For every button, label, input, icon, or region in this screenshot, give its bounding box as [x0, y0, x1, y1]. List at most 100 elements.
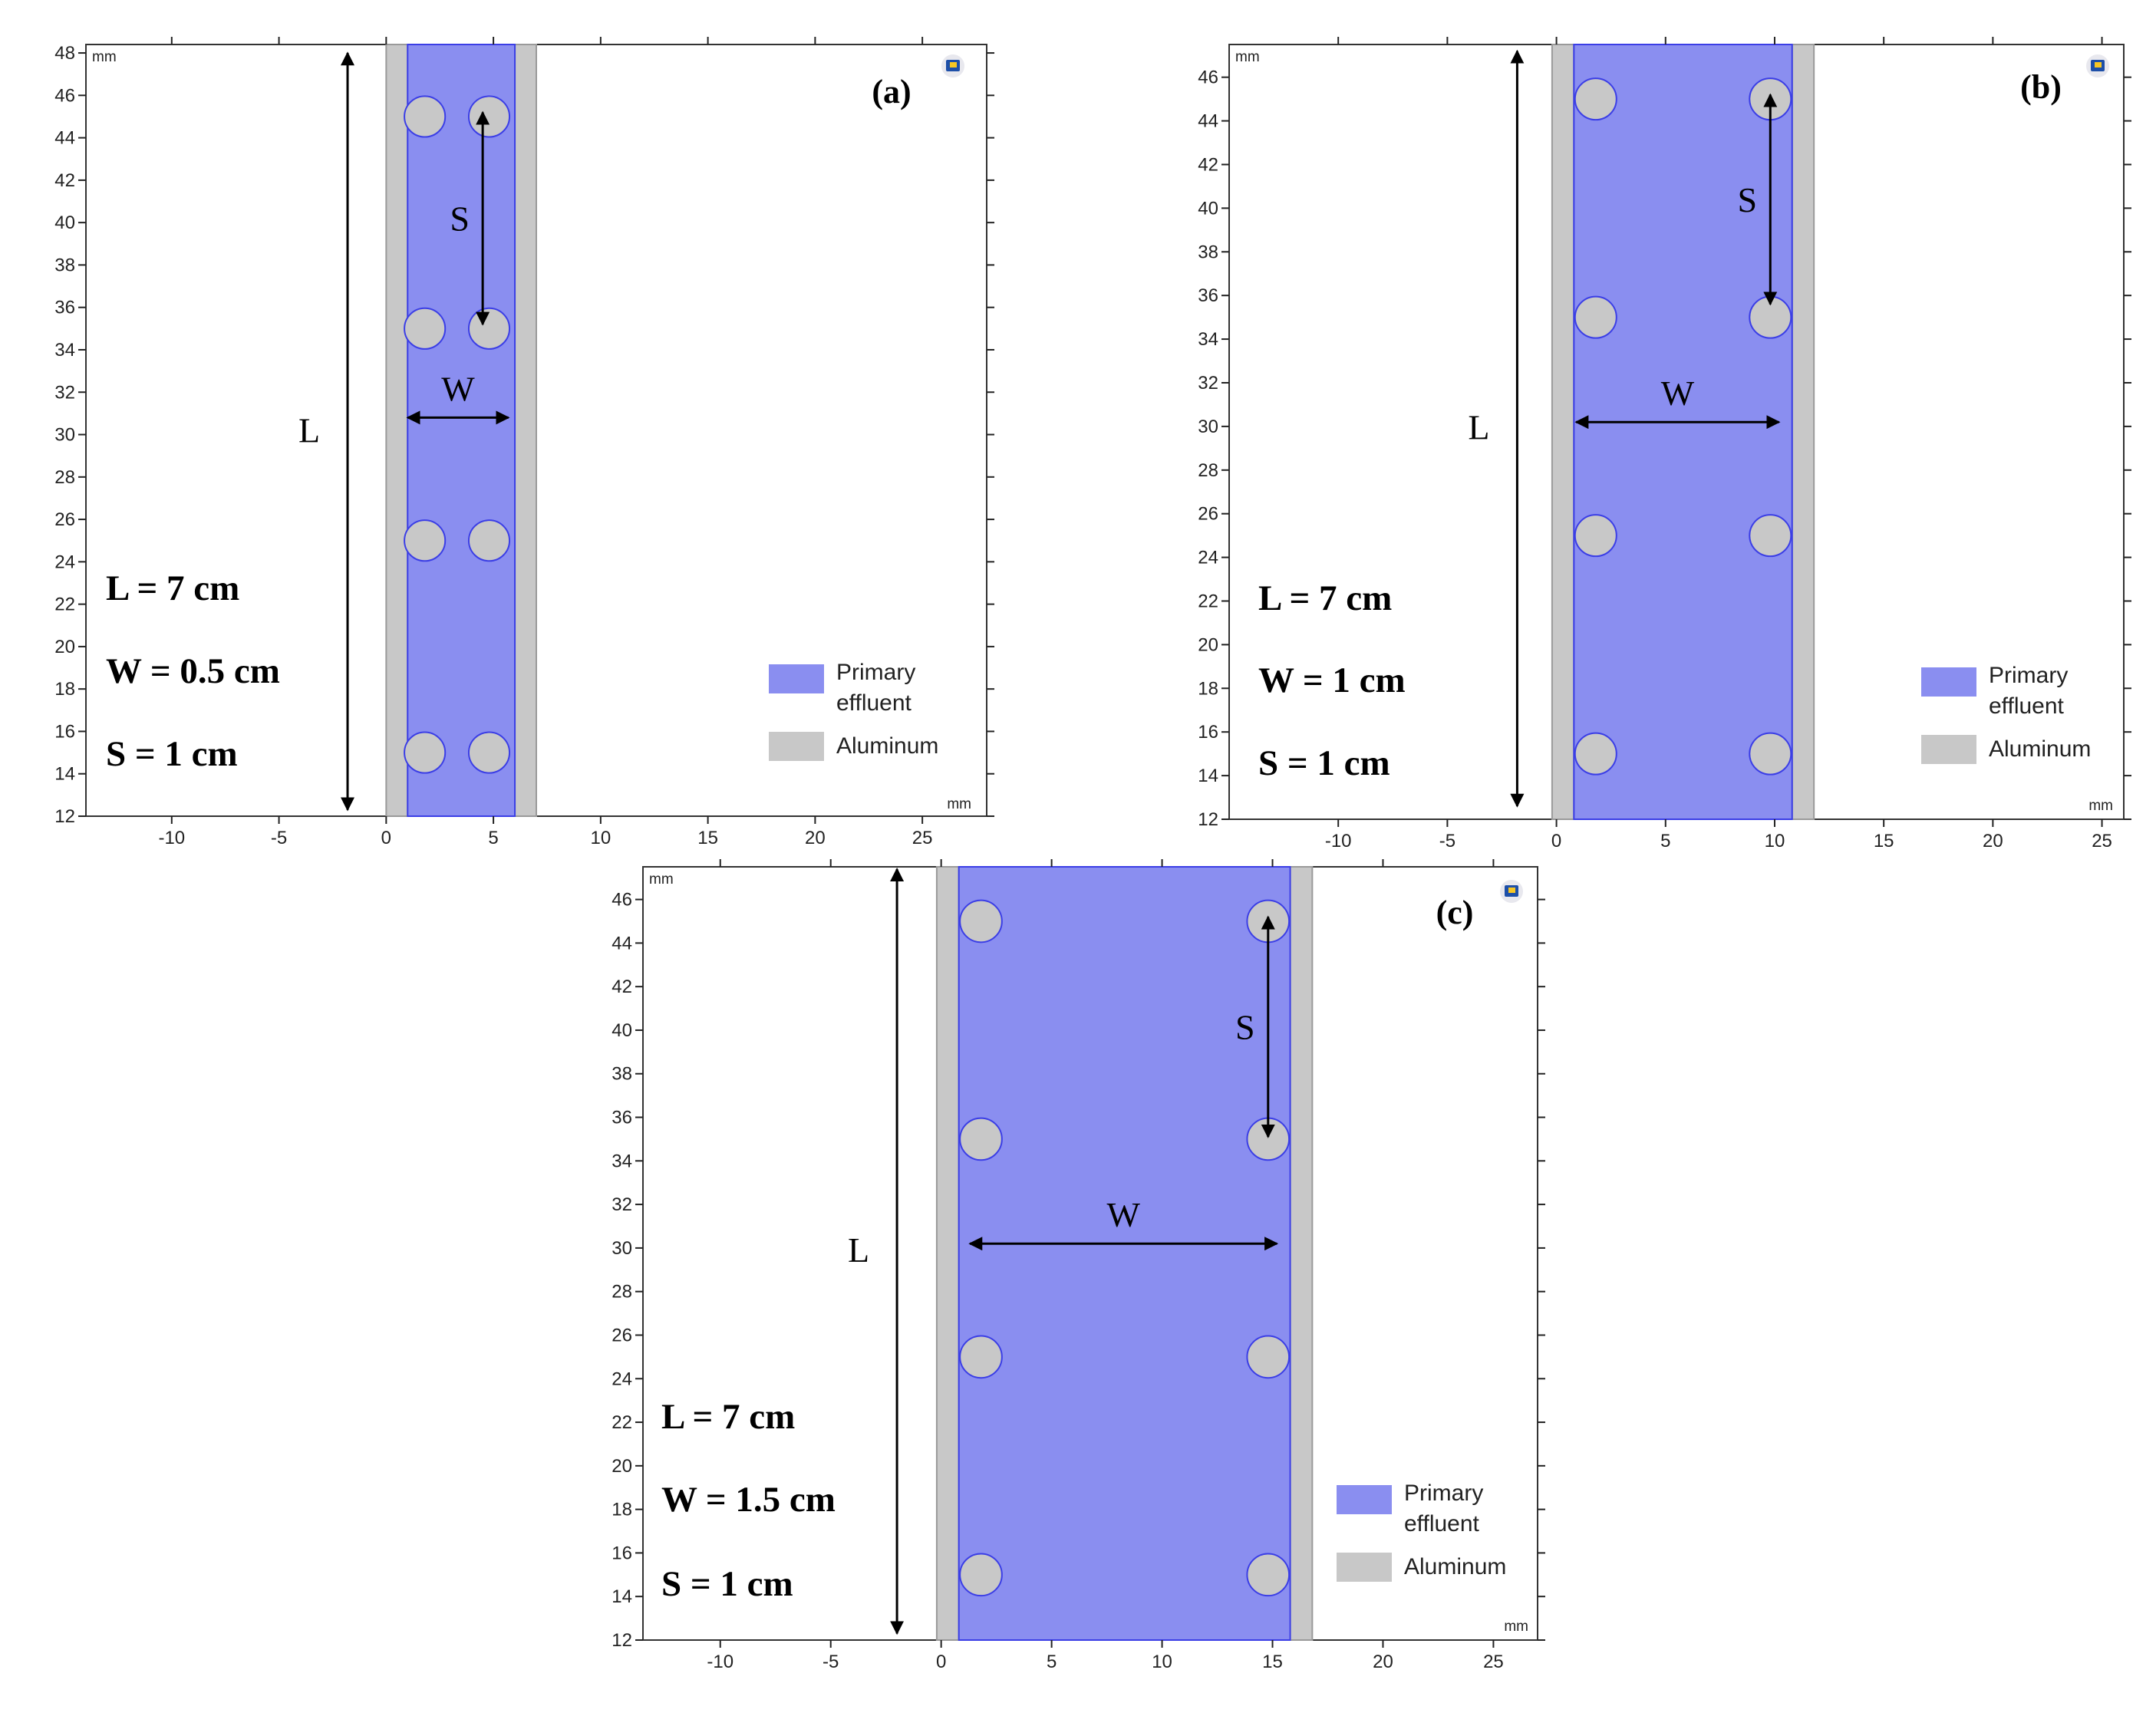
y-tick-label: 46 [54, 85, 75, 106]
geometry [1551, 44, 1815, 820]
y-tick-label: 38 [54, 255, 75, 275]
electrode [1246, 1553, 1291, 1597]
electrode [1574, 77, 1617, 121]
y-tick-label: 18 [54, 679, 75, 700]
x-tick-label: 5 [1660, 831, 1670, 851]
x-tick-label: 15 [1262, 1652, 1283, 1672]
y-tick-label: 14 [612, 1586, 632, 1607]
y-tick-label: 46 [612, 890, 632, 911]
legend-effluent-line2: effluent [836, 690, 912, 716]
y-axis: 12 14 16 18 20 22 24 26 28 30 32 34 36 38 40 42 44 46 [612, 890, 1545, 1651]
y-tick-label: 46 [1198, 68, 1218, 88]
unit-label-bottom: mm [2088, 798, 2113, 814]
y-tick-label: 44 [54, 128, 75, 149]
x-tick-label: 25 [2092, 831, 2112, 851]
panel-b: -10 -5 0 5 10 15 20 25 12 14 16 18 20 22 24 26 28 30 32 34… [1198, 37, 2131, 851]
y-tick-label: 42 [54, 170, 75, 191]
y-tick-label: 14 [1198, 766, 1218, 786]
x-axis: -10 -5 0 5 10 15 20 25 [158, 37, 932, 848]
spacing-label: S [450, 199, 470, 239]
legend-effluent-line1: Primary [1989, 663, 2068, 688]
left-wall [1551, 44, 1575, 820]
electrode-group [959, 899, 1291, 1597]
x-tick-label: -10 [158, 828, 185, 848]
geometry [385, 44, 537, 817]
unit-label-bottom: mm [1504, 1619, 1528, 1635]
y-tick-label: 26 [612, 1325, 632, 1345]
y-tick-label: 40 [612, 1020, 632, 1041]
y-tick-label: 44 [612, 933, 632, 954]
left-wall [385, 44, 409, 817]
x-tick-label: 0 [936, 1652, 946, 1672]
y-tick-label: 42 [1198, 154, 1218, 175]
y-axis: 12 14 16 18 20 22 24 26 28 30 32 34 36 38 40 42 44 46 48 [54, 43, 994, 827]
y-tick-label: 36 [1198, 285, 1218, 306]
x-tick-label: 5 [1047, 1652, 1057, 1672]
x-tick-label: 20 [1373, 1652, 1393, 1672]
y-tick-label: 22 [612, 1412, 632, 1433]
y-tick-label: 22 [54, 595, 75, 615]
x-tick-label: -5 [1439, 831, 1455, 851]
y-tick-label: 30 [612, 1238, 632, 1259]
dimension-arrows: L W S [1468, 49, 1781, 808]
electrode [467, 731, 511, 774]
legend-swatch-aluminum [1921, 735, 1976, 764]
dimension-arrows: L W S [848, 868, 1279, 1635]
length-label: L [1468, 408, 1489, 447]
left-wall [935, 866, 960, 1641]
legend-aluminum: Aluminum [1989, 736, 2091, 762]
legend-effluent-line2: effluent [1404, 1511, 1480, 1536]
y-tick-label: 20 [1198, 634, 1218, 655]
y-tick-label: 38 [1198, 242, 1218, 262]
logo-icon [1500, 880, 1523, 903]
y-tick-label: 32 [612, 1194, 632, 1215]
y-tick-label: 12 [1198, 809, 1218, 830]
y-tick-label: 26 [54, 509, 75, 530]
legend-effluent-line1: Primary [1404, 1481, 1483, 1506]
electrode [467, 95, 511, 138]
legend-swatch-effluent [769, 664, 824, 693]
length-label: L [848, 1230, 869, 1270]
electrode-group [404, 95, 511, 774]
y-tick-label: 20 [612, 1456, 632, 1477]
param-length: L = 7 cm [1258, 578, 1392, 618]
legend-swatch-effluent [1337, 1485, 1392, 1514]
y-tick-label: 18 [612, 1500, 632, 1520]
param-spacing: S = 1 cm [1258, 743, 1390, 783]
spacing-label: S [1737, 180, 1757, 219]
x-axis: -10 -5 0 5 10 15 20 25 [1325, 37, 2112, 851]
y-tick-label: 28 [612, 1282, 632, 1303]
y-tick-label: 32 [54, 382, 75, 403]
legend-effluent-line1: Primary [836, 660, 915, 685]
param-spacing: S = 1 cm [661, 1564, 793, 1604]
electrode [404, 95, 447, 138]
logo-icon [941, 54, 964, 77]
y-tick-label: 36 [612, 1108, 632, 1128]
x-tick-label: 10 [1152, 1652, 1172, 1672]
legend: Primary effluent Aluminum [769, 660, 938, 761]
legend-aluminum: Aluminum [1404, 1554, 1506, 1579]
y-tick-label: 18 [1198, 678, 1218, 699]
x-tick-label: 20 [1983, 831, 2003, 851]
y-tick-label: 40 [54, 212, 75, 233]
param-width: W = 1 cm [1258, 660, 1406, 700]
x-tick-label: 25 [1483, 1652, 1504, 1672]
effluent-channel [958, 866, 1291, 1641]
legend: Primary effluent Aluminum [1337, 1481, 1506, 1582]
y-tick-label: 48 [54, 43, 75, 64]
y-axis: 12 14 16 18 20 22 24 26 28 30 32 34 36 38 40 42 44 46 [1198, 68, 2131, 830]
x-tick-label: 0 [381, 828, 391, 848]
electrode [959, 1335, 1003, 1379]
y-tick-label: 34 [54, 340, 75, 361]
y-tick-label: 16 [1198, 722, 1218, 743]
x-tick-label: -10 [707, 1652, 734, 1672]
x-tick-label: 20 [805, 828, 826, 848]
unit-label-top: mm [649, 871, 674, 888]
x-tick-label: -10 [1325, 831, 1352, 851]
electrode [1246, 1335, 1291, 1379]
y-tick-label: 30 [1198, 417, 1218, 437]
x-tick-label: 10 [591, 828, 612, 848]
y-tick-label: 12 [54, 806, 75, 827]
legend: Primary effluent Aluminum [1921, 663, 2091, 764]
electrode [959, 1553, 1003, 1597]
